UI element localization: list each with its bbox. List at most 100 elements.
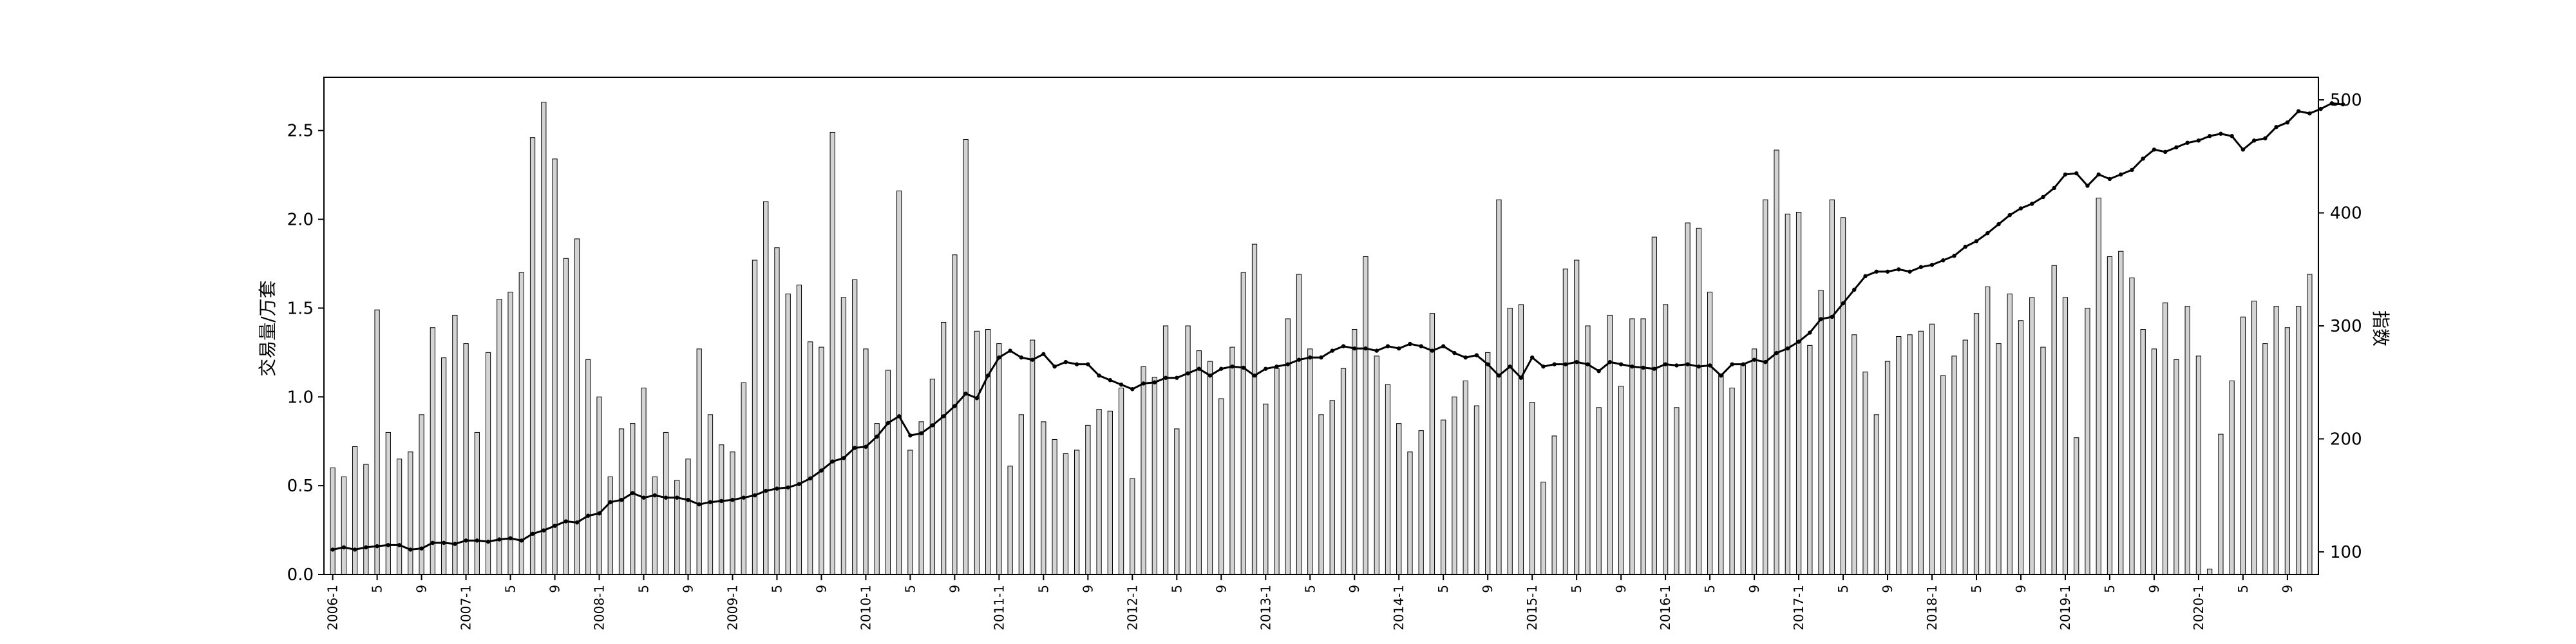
bar [2096, 197, 2101, 575]
line-point [1530, 355, 1535, 360]
line-point [1630, 364, 1634, 369]
line-point [1452, 350, 1457, 355]
line-point [2096, 172, 2101, 177]
line-point [1541, 364, 1546, 369]
bar [1263, 403, 1269, 575]
bar [2074, 437, 2079, 575]
line-point [1130, 387, 1135, 392]
line-point [1963, 244, 1967, 249]
line-point [1186, 371, 1190, 375]
bar [2007, 293, 2012, 575]
line-point [2230, 134, 2234, 138]
line-point [1119, 383, 1124, 387]
bar [430, 327, 435, 575]
bar [874, 423, 880, 575]
x-tick-label: 2008-1 [592, 585, 607, 630]
line-point [430, 540, 435, 545]
x-tick-label: 9 [2146, 585, 2162, 593]
line-point [808, 476, 813, 481]
x-tick-label: 9 [813, 585, 829, 593]
bar [1452, 396, 1457, 575]
line-point [786, 485, 790, 490]
line-point [764, 488, 768, 493]
axes: 0.0 0.5 1.0 1.5 2.0 2.5 100 200 300 400 500 2006-1 5… [287, 77, 2362, 630]
line-point [341, 545, 346, 550]
bar [852, 279, 858, 575]
bar [1463, 380, 1468, 575]
line-point [1618, 362, 1624, 366]
x-tick-label: 5 [769, 585, 784, 593]
bar [396, 459, 402, 575]
bar [1996, 343, 2002, 575]
bar [952, 254, 958, 575]
bar [2151, 348, 2157, 575]
line-point [730, 498, 735, 502]
line-point [1663, 362, 1668, 366]
bar [1274, 368, 1280, 575]
line-point [586, 513, 591, 518]
bar [552, 158, 558, 575]
bar [1029, 339, 1036, 575]
bar [1240, 272, 1246, 575]
y-tick-label: 1.5 [287, 299, 314, 318]
line-point [1497, 374, 1501, 378]
x-tick-label: 5 [1036, 585, 1051, 593]
bar [1285, 318, 1291, 575]
line-point [1197, 366, 1202, 371]
line-point [497, 537, 502, 542]
line-point [875, 434, 879, 439]
line-point [830, 459, 835, 464]
bar [1107, 410, 1113, 575]
bar [596, 396, 602, 575]
bar [1096, 409, 1102, 575]
line-point [1785, 346, 1790, 351]
x-tick-label: 2010-1 [858, 585, 873, 630]
line-point [1685, 362, 1690, 366]
x-tick-label: 2015-1 [1524, 585, 1540, 630]
bar [663, 431, 669, 575]
bar [1540, 482, 1546, 575]
bar [1862, 372, 1868, 575]
line-point [1819, 317, 1823, 321]
line-point [1707, 363, 1712, 368]
bar [1774, 149, 1779, 575]
line-point [1885, 269, 1890, 274]
bar [2284, 327, 2291, 575]
bar [1162, 325, 1169, 575]
bar [518, 272, 524, 575]
bar [497, 299, 502, 575]
x-tick-label: 5 [1969, 585, 1984, 593]
bar [1296, 274, 1302, 575]
line-point [2107, 176, 2112, 182]
line-point [1363, 346, 1368, 351]
x-tick-label: 5 [370, 585, 385, 593]
bar [1951, 355, 1957, 575]
line-point [1474, 353, 1479, 357]
x-tick-label: 5 [1435, 585, 1451, 593]
bar [1685, 222, 1690, 575]
line-point [1052, 364, 1057, 369]
bar [2051, 265, 2057, 575]
line-point [2296, 109, 2301, 113]
line-point [1408, 341, 1412, 346]
line-point [542, 528, 546, 533]
x-tick-label: 5 [1169, 585, 1184, 593]
bar [1207, 361, 1213, 575]
line-point [1308, 355, 1312, 360]
line-point [2074, 171, 2079, 176]
bar [1441, 419, 1446, 575]
line-point [985, 374, 990, 378]
x-tick-label: 2007-1 [459, 585, 474, 630]
line-point [2174, 145, 2179, 149]
line-point [1897, 267, 1901, 272]
bar [2163, 302, 2168, 575]
y-tick-label: 0.5 [287, 477, 314, 496]
line-point [1041, 352, 1046, 357]
bar [1485, 352, 1491, 575]
line-point [1019, 355, 1024, 360]
bar [341, 476, 346, 575]
line-point [2030, 202, 2034, 206]
bar [1618, 386, 1624, 575]
bar [2174, 359, 2179, 575]
bar [2085, 307, 2090, 575]
